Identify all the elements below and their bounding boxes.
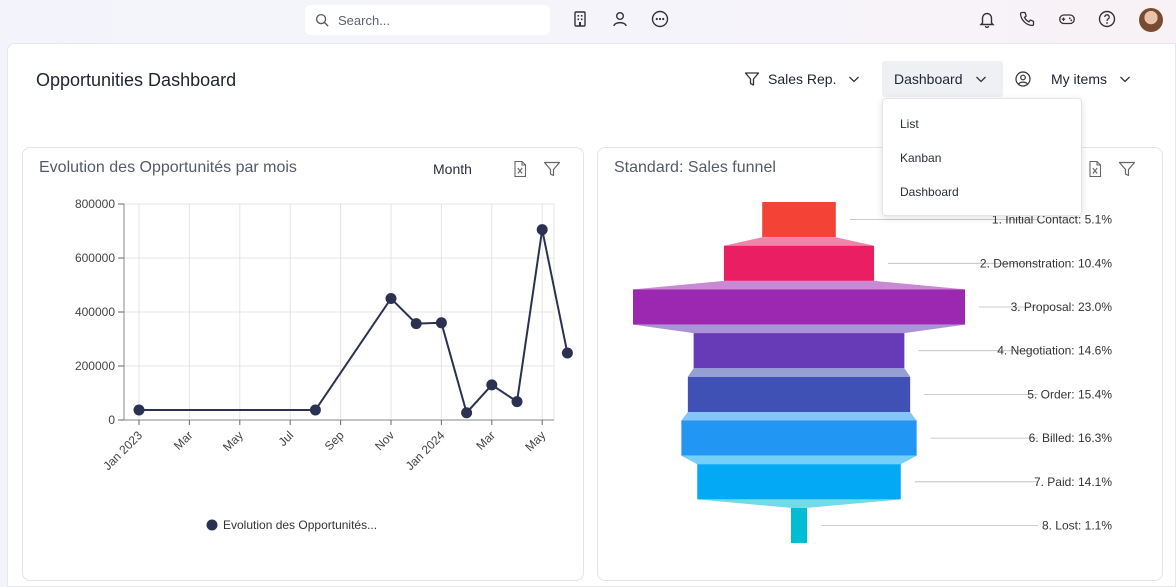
funnel-segment	[723, 245, 875, 281]
data-point	[486, 379, 498, 391]
funnel-connector	[697, 499, 901, 508]
funnel-segment	[697, 464, 901, 500]
data-point	[410, 318, 422, 330]
panel-title: Evolution des Opportunités par mois	[39, 159, 297, 176]
filter-icon	[744, 72, 760, 86]
data-point	[536, 224, 548, 236]
funnel-chart: 1. Initial Contact: 5.1% 2. Demonstration…	[633, 202, 1113, 544]
data-point	[309, 404, 321, 416]
data-point	[435, 317, 447, 329]
view-dropdown-menu: List Kanban Dashboard	[882, 98, 1082, 216]
menu-item-kanban[interactable]: Kanban	[900, 151, 942, 165]
funnel-label: 5. Order: 15.4%	[1027, 387, 1112, 401]
legend-marker	[206, 519, 218, 531]
funnel-connector	[633, 280, 965, 290]
x-tick-label: Mar	[473, 428, 498, 453]
x-tick-label: May	[522, 428, 548, 454]
y-tick-label: 600000	[75, 251, 115, 265]
phone-icon[interactable]	[1017, 9, 1037, 29]
funnel-segment	[681, 420, 917, 456]
period-selector[interactable]: Month	[433, 161, 472, 177]
chevron-down-icon	[849, 76, 860, 83]
funnel-label: 6. Billed: 16.3%	[1029, 431, 1113, 445]
funnel-connector	[681, 455, 917, 465]
dashboard-card: Opportunities Dashboard Sales Rep. Dashb…	[7, 43, 1176, 587]
x-tick-label: Sep	[322, 428, 347, 453]
search-input[interactable]: Search...	[338, 12, 391, 28]
my-items-button[interactable]: My items	[1015, 61, 1133, 97]
building-icon[interactable]	[570, 9, 590, 29]
filter-icon[interactable]	[543, 160, 561, 178]
filter-icon[interactable]	[1118, 160, 1136, 178]
opportunities-evolution-panel: Evolution des Opportunités par mois Mont…	[22, 147, 584, 581]
gamepad-icon[interactable]	[1057, 9, 1077, 29]
panel-title: Standard: Sales funnel	[614, 159, 776, 176]
funnel-segment	[633, 289, 965, 325]
top-bar: Search...	[0, 0, 1176, 40]
help-icon[interactable]	[1097, 9, 1117, 29]
data-point	[461, 407, 473, 419]
chevron-down-icon	[975, 76, 986, 83]
my-items-label: My items	[1051, 71, 1107, 87]
more-icon[interactable]	[650, 9, 670, 29]
user-icon[interactable]	[610, 9, 630, 29]
funnel-connector	[723, 237, 875, 246]
funnel-label: 2. Demonstration: 10.4%	[980, 256, 1112, 270]
x-tick-label: Jan 2023	[100, 428, 145, 473]
sales-rep-label: Sales Rep.	[768, 71, 837, 87]
data-point	[511, 396, 523, 408]
excel-export-icon[interactable]	[511, 160, 529, 178]
sales-funnel-panel: Standard: Sales funnel 1. Initial Contac…	[597, 147, 1163, 581]
search-box[interactable]: Search...	[305, 5, 550, 35]
funnel-label: 8. Lost: 1.1%	[1042, 519, 1112, 533]
data-point	[561, 347, 573, 359]
search-icon	[315, 13, 329, 27]
funnel-label: 7. Paid: 14.1%	[1034, 475, 1112, 489]
x-tick-label: Jul	[276, 428, 297, 449]
series-line	[139, 229, 569, 415]
chevron-down-icon	[1120, 76, 1130, 83]
menu-item-list[interactable]: List	[900, 117, 919, 131]
y-tick-label: 200000	[75, 359, 115, 373]
x-tick-label: Jan 2024	[403, 428, 448, 473]
x-tick-label: Nov	[372, 428, 397, 453]
funnel-segment	[687, 376, 911, 412]
data-point	[385, 293, 397, 304]
funnel-segment	[762, 202, 836, 238]
excel-export-icon[interactable]	[1086, 160, 1104, 178]
funnel-label: 1. Initial Contact: 5.1%	[992, 213, 1112, 227]
view-selector-label: Dashboard	[894, 71, 963, 87]
funnel-segment	[693, 333, 905, 369]
sales-rep-filter-button[interactable]: Sales Rep.	[744, 61, 862, 97]
bell-icon[interactable]	[977, 9, 997, 29]
funnel-connector	[633, 324, 965, 334]
data-point	[133, 404, 145, 416]
page-title: Opportunities Dashboard	[36, 70, 237, 90]
y-tick-label: 800000	[75, 197, 115, 211]
avatar[interactable]	[1139, 8, 1163, 32]
x-tick-label: May	[220, 428, 246, 454]
funnel-segment	[791, 507, 807, 544]
y-tick-label: 0	[108, 413, 115, 427]
user-circle-icon	[1015, 71, 1031, 87]
view-selector-button[interactable]: Dashboard	[882, 61, 1003, 97]
y-tick-label: 400000	[75, 305, 115, 319]
menu-item-dashboard[interactable]: Dashboard	[900, 185, 959, 199]
legend-label: Evolution des Opportunités...	[223, 518, 377, 532]
line-chart: 0 200000 400000 600000 800000 Jan 2023 Mar May J…	[75, 197, 573, 532]
funnel-label: 3. Proposal: 23.0%	[1011, 300, 1113, 314]
funnel-connector	[687, 368, 911, 377]
x-tick-label: Mar	[171, 428, 196, 453]
funnel-label: 4. Negotiation: 14.6%	[997, 344, 1112, 358]
funnel-connector	[681, 412, 917, 421]
